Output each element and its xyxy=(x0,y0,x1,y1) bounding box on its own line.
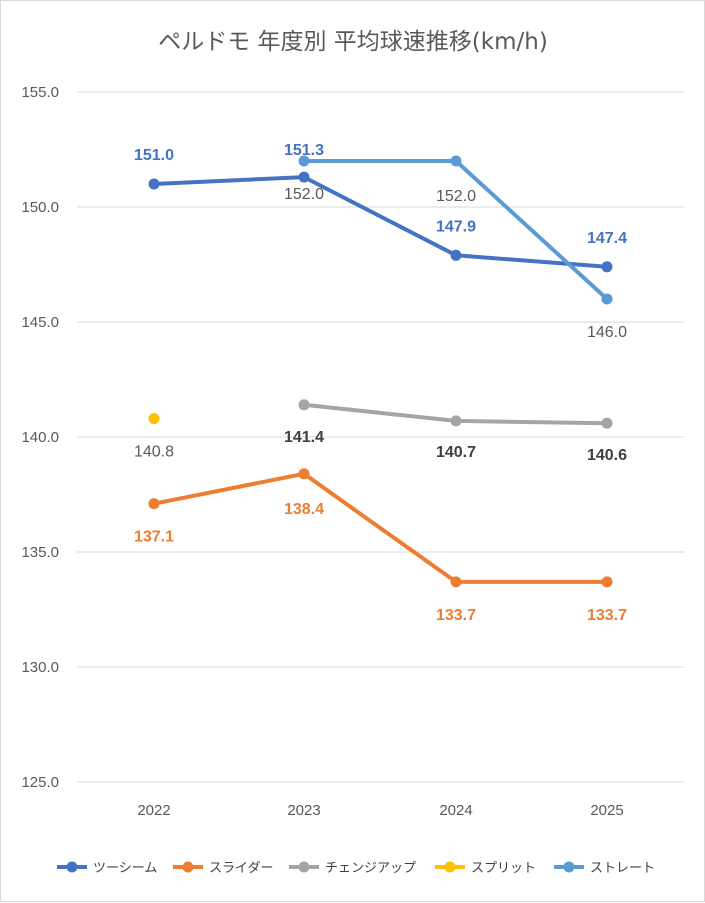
y-tick-label: 150.0 xyxy=(21,199,59,216)
legend-label: スプリット xyxy=(471,861,536,876)
legend-label: スライダー xyxy=(209,861,273,876)
data-label: 147.4 xyxy=(587,230,627,247)
y-tick-label: 125.0 xyxy=(21,774,59,791)
data-label: 133.7 xyxy=(587,607,627,624)
data-label: 151.0 xyxy=(134,147,174,164)
data-point xyxy=(450,155,462,167)
data-label: 133.7 xyxy=(436,607,476,624)
data-label: 141.4 xyxy=(284,429,324,446)
y-tick-label: 140.0 xyxy=(21,429,59,446)
series-line-1 xyxy=(152,471,609,584)
data-point xyxy=(148,178,160,190)
data-point xyxy=(298,399,310,411)
chart-title: ペルドモ 年度別 平均球速推移(km/h) xyxy=(158,29,548,55)
data-label: 146.0 xyxy=(587,324,627,341)
legend-label: チェンジアップ xyxy=(325,861,416,876)
series-line-0 xyxy=(152,175,609,269)
series-lines xyxy=(152,159,609,584)
legend-label: ツーシーム xyxy=(93,861,157,876)
legend-label: ストレート xyxy=(590,861,655,876)
data-label: 152.0 xyxy=(436,188,476,205)
data-label: 140.8 xyxy=(134,444,174,461)
data-point xyxy=(450,576,462,588)
y-tick-label: 145.0 xyxy=(21,314,59,331)
data-point xyxy=(601,417,613,429)
data-point xyxy=(148,498,160,510)
x-tick-label: 2023 xyxy=(287,802,320,819)
data-point xyxy=(601,261,613,273)
data-labels: 151.0 152.0 147.9 147.4 137.1 138.4 133.7 133.7… xyxy=(134,142,627,624)
data-label: 147.9 xyxy=(436,218,476,235)
y-axis: 125.0 130.0 135.0 140.0 145.0 150.0 155.0 xyxy=(21,84,59,791)
y-tick-label: 135.0 xyxy=(21,544,59,561)
x-tick-label: 2024 xyxy=(439,802,472,819)
data-label: 137.1 xyxy=(134,529,174,546)
data-label: 140.6 xyxy=(587,447,627,464)
legend-marker-3 xyxy=(444,861,456,873)
legend-marker-0 xyxy=(66,861,78,873)
data-label: 152.0 xyxy=(284,186,324,203)
data-point xyxy=(450,249,462,261)
data-point xyxy=(298,171,310,183)
data-point xyxy=(601,293,613,305)
data-label: 138.4 xyxy=(284,501,324,518)
legend-marker-2 xyxy=(298,861,310,873)
data-label: 151.3 xyxy=(284,142,324,159)
x-axis: 2022 2023 2024 2025 xyxy=(137,802,623,819)
legend: ツーシーム スライダー チェンジアップ スプリット ストレート xyxy=(57,861,655,876)
data-point xyxy=(298,468,310,480)
legend-marker-1 xyxy=(182,861,194,873)
data-point xyxy=(298,155,310,167)
x-tick-label: 2022 xyxy=(137,802,170,819)
gridlines xyxy=(77,91,684,783)
data-point xyxy=(601,576,613,588)
data-label: 140.7 xyxy=(436,444,476,461)
series-markers xyxy=(148,155,613,588)
y-tick-label: 155.0 xyxy=(21,84,59,101)
x-tick-label: 2025 xyxy=(590,802,623,819)
data-point xyxy=(148,413,160,425)
data-point xyxy=(450,415,462,427)
y-tick-label: 130.0 xyxy=(21,659,59,676)
legend-marker-4 xyxy=(563,861,575,873)
